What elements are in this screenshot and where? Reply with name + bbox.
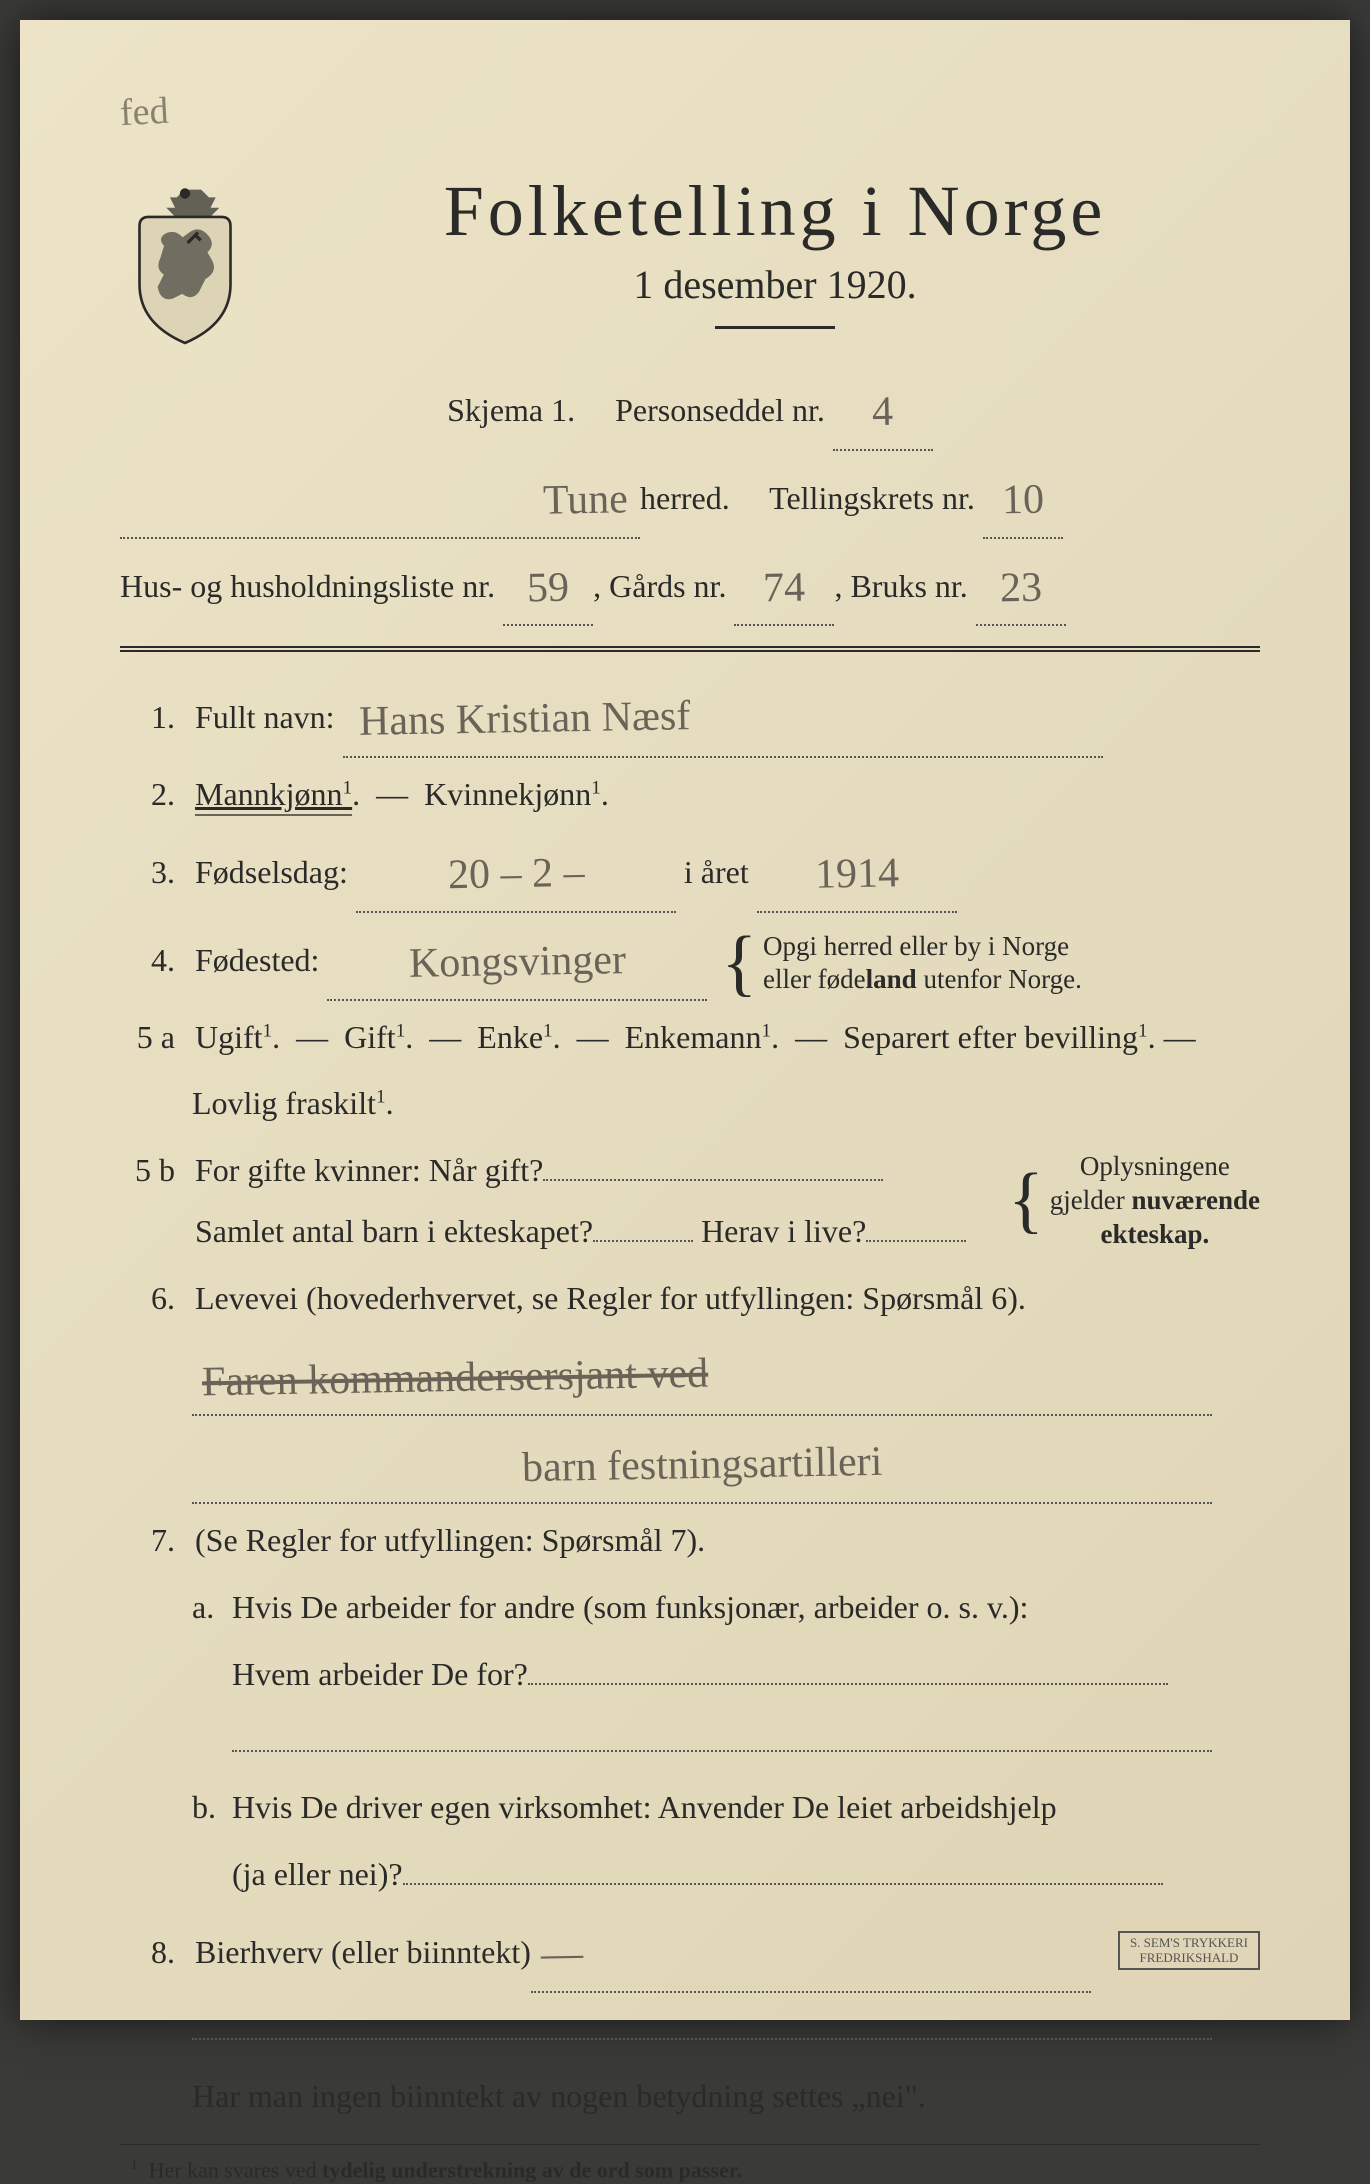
q7b-l2: (ja eller nei)? xyxy=(232,1856,403,1892)
q4-row: 4. Fødested: Kongsvinger { Opgi herred e… xyxy=(120,919,1260,1001)
q4-label: Fødested: xyxy=(195,942,319,978)
tellingskrets-value: 10 xyxy=(1001,460,1044,541)
skjema-line: Skjema 1. Personseddel nr. 4 xyxy=(120,369,1260,451)
q4-num: 4. xyxy=(120,930,175,991)
q7a-l1: Hvis De arbeider for andre (som funksjon… xyxy=(232,1577,1028,1638)
q7-num: 7. xyxy=(120,1510,175,1571)
q6-row: 6. Levevei (hovederhvervet, se Regler fo… xyxy=(120,1268,1260,1329)
q2-row: 2. Mannkjønn1. — Kvinnekjønn1. xyxy=(120,764,1260,825)
q8-row: 8. Bierhverv (eller biinntekt)— xyxy=(120,1911,1260,1993)
personseddel-label: Personseddel nr. xyxy=(615,392,825,428)
main-title: Folketelling i Norge xyxy=(290,170,1260,253)
document-page: fed Folketelling i Norge 1 desember 1920… xyxy=(20,20,1350,2020)
q3-num: 3. xyxy=(120,842,175,903)
q7-label: (Se Regler for utfyllingen: Spørsmål 7). xyxy=(195,1510,1260,1571)
q6-value2: barn festningsartilleri xyxy=(521,1423,883,1509)
q1-row: 1. Fullt navn: Hans Kristian Næsf xyxy=(120,676,1260,758)
q7b-l2-row: (ja eller nei)? xyxy=(120,1844,1260,1905)
q6-value1: Faren kommandersersjant ved xyxy=(201,1334,709,1423)
stamp-l1: S. SEM'S TRYKKERI xyxy=(1130,1936,1248,1950)
q5a-num: 5 a xyxy=(120,1007,175,1068)
q4-brace-l2b: land xyxy=(866,964,917,994)
bruks-label: , Bruks nr. xyxy=(834,568,967,604)
q6-value-line1: Faren kommandersersjant ved xyxy=(120,1335,1260,1417)
q7-row: 7. (Se Regler for utfyllingen: Spørsmål … xyxy=(120,1510,1260,1571)
q5a-line2: Lovlig fraskilt1. xyxy=(120,1073,1260,1134)
bruks-value: 23 xyxy=(999,548,1042,629)
q2-num: 2. xyxy=(120,764,175,825)
q5b-l2b: Herav i live? xyxy=(701,1213,866,1249)
q6-value-line2: barn festningsartilleri xyxy=(120,1422,1260,1504)
footnote: 1 Her kan svares ved tydelig understrekn… xyxy=(120,2157,1260,2183)
q1-num: 1. xyxy=(120,687,175,748)
q7b-row: b. Hvis De driver egen virksomhet: Anven… xyxy=(120,1777,1260,1838)
q3-row: 3. Fødselsdag: 20 – 2 – i året 1914 xyxy=(120,831,1260,913)
q8-blank2 xyxy=(120,1999,1260,2060)
q3-day: 20 – 2 – xyxy=(447,834,585,916)
title-block: Folketelling i Norge 1 desember 1920. xyxy=(290,170,1260,359)
q5a-row: 5 a Ugift1. — Gift1. — Enke1. — Enkemann… xyxy=(120,1007,1260,1068)
liste-line: Hus- og husholdningsliste nr. 59 , Gårds … xyxy=(120,545,1260,627)
title-divider xyxy=(715,326,835,329)
gards-value: 74 xyxy=(763,548,806,629)
q3-label: Fødselsdag: xyxy=(195,854,348,890)
q5a-options: Ugift1. — Gift1. — Enke1. — Enkemann1. —… xyxy=(195,1007,1260,1068)
q1-label: Fullt navn: xyxy=(195,699,335,735)
q5b-row: 5 b For gifte kvinner: Når gift? Samlet … xyxy=(120,1140,1260,1262)
q1-value: Hans Kristian Næsf xyxy=(358,678,691,764)
q8-value: — xyxy=(540,1915,583,1996)
q4-brace-l1: Opgi herred eller by i Norge xyxy=(763,931,1069,961)
herred-value: Tune xyxy=(542,460,628,541)
coat-of-arms-icon xyxy=(120,180,250,350)
footnote-divider xyxy=(120,2144,1260,2145)
stamp-l2: FREDRIKSHALD xyxy=(1130,1951,1248,1965)
subtitle: 1 desember 1920. xyxy=(290,261,1260,308)
q4-brace-l2c: utenfor Norge. xyxy=(917,964,1082,994)
q2-mann: Mannkjønn1 xyxy=(195,776,352,816)
q7b-l1: Hvis De driver egen virksomhet: Anvender… xyxy=(232,1777,1057,1838)
q7b-num: b. xyxy=(192,1777,232,1838)
skjema-prefix: Skjema 1. xyxy=(447,392,575,428)
q4-brace: { Opgi herred eller by i Norge eller fød… xyxy=(715,930,1081,998)
q7a-row: a. Hvis De arbeider for andre (som funks… xyxy=(120,1577,1260,1638)
q2-kvinne: Kvinnekjønn1 xyxy=(424,776,601,812)
q5b-num: 5 b xyxy=(120,1140,175,1201)
q7a-blank2 xyxy=(120,1711,1260,1772)
q3-year: 1914 xyxy=(814,834,899,915)
q5b-brace: { Oplysningene gjelder nuværende ekteska… xyxy=(1002,1150,1260,1251)
tellingskrets-label: Tellingskrets nr. xyxy=(769,480,975,516)
q5b-l2a: Samlet antal barn i ekteskapet? xyxy=(195,1213,593,1249)
section-divider xyxy=(120,646,1260,652)
pencil-margin-note: fed xyxy=(119,89,170,135)
q7a-l2-row: Hvem arbeider De for? xyxy=(120,1644,1260,1705)
herred-label: herred. xyxy=(640,480,730,516)
hus-label: Hus- og husholdningsliste nr. xyxy=(120,568,495,604)
q7a-num: a. xyxy=(192,1577,232,1638)
q3-mid: i året xyxy=(684,854,749,890)
q4-value: Kongsvinger xyxy=(408,921,626,1005)
q6-num: 6. xyxy=(120,1268,175,1329)
q5b-l1: For gifte kvinner: Når gift? xyxy=(195,1152,543,1188)
gards-label: , Gårds nr. xyxy=(593,568,726,604)
q8-num: 8. xyxy=(120,1922,175,1983)
hus-value: 59 xyxy=(526,548,569,629)
q8-label: Bierhverv (eller biinntekt) xyxy=(195,1934,531,1970)
q7a-l2: Hvem arbeider De for? xyxy=(232,1656,528,1692)
printer-stamp: S. SEM'S TRYKKERI FREDRIKSHALD xyxy=(1118,1931,1260,1970)
bottom-note: Har man ingen biinntekt av nogen betydni… xyxy=(120,2066,1260,2127)
q4-brace-l2a: eller føde xyxy=(763,964,866,994)
personseddel-value: 4 xyxy=(872,373,894,453)
header: Folketelling i Norge 1 desember 1920. xyxy=(120,170,1260,359)
q6-label: Levevei (hovederhvervet, se Regler for u… xyxy=(195,1268,1260,1329)
herred-line: Tune herred. Tellingskrets nr. 10 xyxy=(120,457,1260,539)
